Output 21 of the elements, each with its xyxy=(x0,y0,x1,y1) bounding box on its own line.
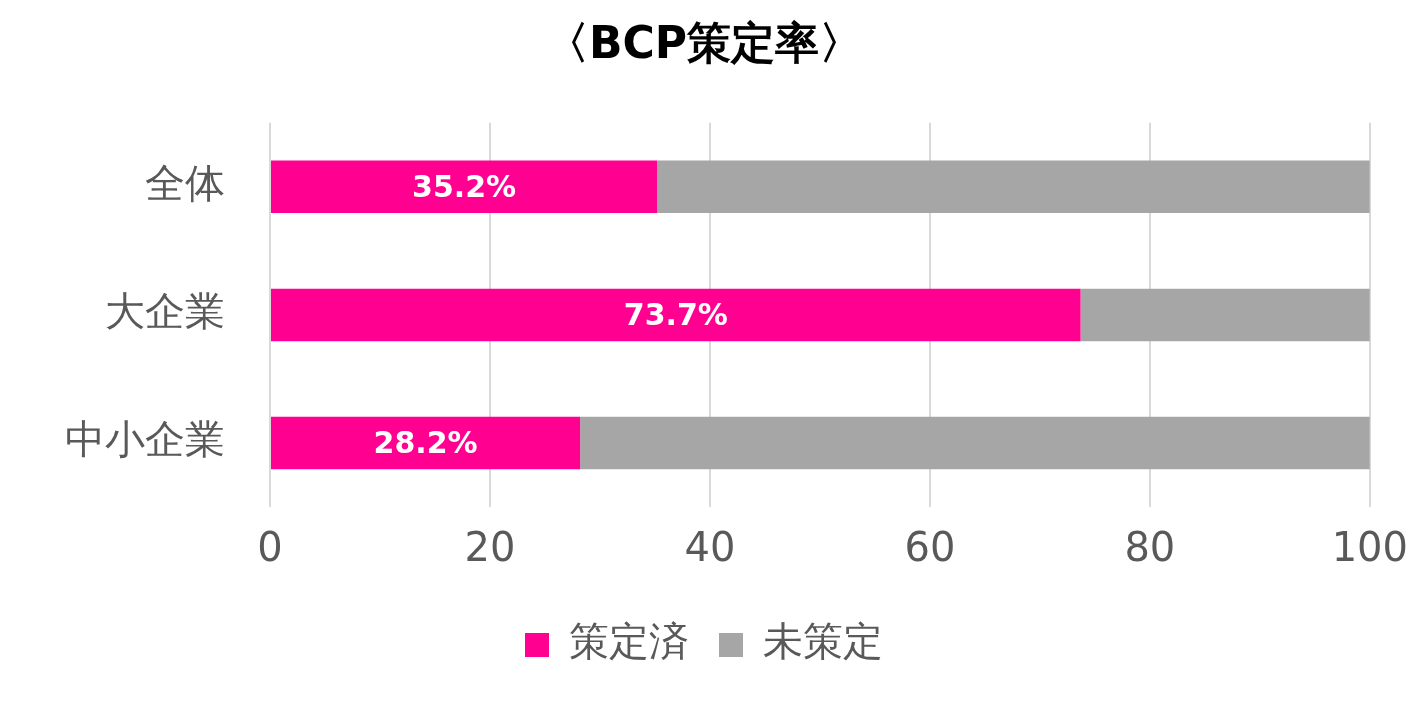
bar xyxy=(271,288,1081,342)
y-tick-label: 大企業 xyxy=(105,288,225,335)
y-tick-label: 全体 xyxy=(145,160,225,207)
bar xyxy=(271,416,581,470)
data-label: 73.7% xyxy=(623,296,728,332)
legend-label: 策定済 xyxy=(569,618,689,665)
x-tick-label: 20 xyxy=(464,524,516,571)
bar xyxy=(1080,288,1370,342)
data-label: 28.2% xyxy=(373,424,478,460)
x-tick-label: 40 xyxy=(684,524,736,571)
chart-title: 〈BCP策定率〉 xyxy=(544,16,864,68)
x-tick-label: 80 xyxy=(1124,524,1176,571)
x-tick-label: 0 xyxy=(257,524,283,571)
x-tick-label: 100 xyxy=(1331,524,1409,571)
bar xyxy=(657,160,1370,214)
legend-label: 未策定 xyxy=(763,618,883,665)
bar xyxy=(580,416,1370,470)
data-label: 35.2% xyxy=(412,168,517,204)
bar xyxy=(271,160,658,214)
y-tick-label: 中小企業 xyxy=(65,416,225,463)
x-tick-label: 60 xyxy=(904,524,956,571)
